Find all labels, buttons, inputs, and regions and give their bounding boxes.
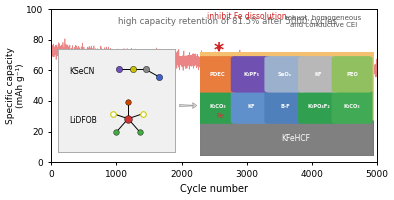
- Text: *: *: [214, 41, 224, 60]
- X-axis label: Cycle number: Cycle number: [180, 184, 248, 194]
- Text: robust, homogeneous
and conductive CEI: robust, homogeneous and conductive CEI: [285, 15, 361, 28]
- Text: high capacity retention of 81.5% after 5000 cycles: high capacity retention of 81.5% after 5…: [118, 17, 336, 26]
- Text: inhibit Fe dissolution: inhibit Fe dissolution: [207, 12, 286, 21]
- Y-axis label: Specific capacity
(mAh g⁻¹): Specific capacity (mAh g⁻¹): [6, 47, 25, 124]
